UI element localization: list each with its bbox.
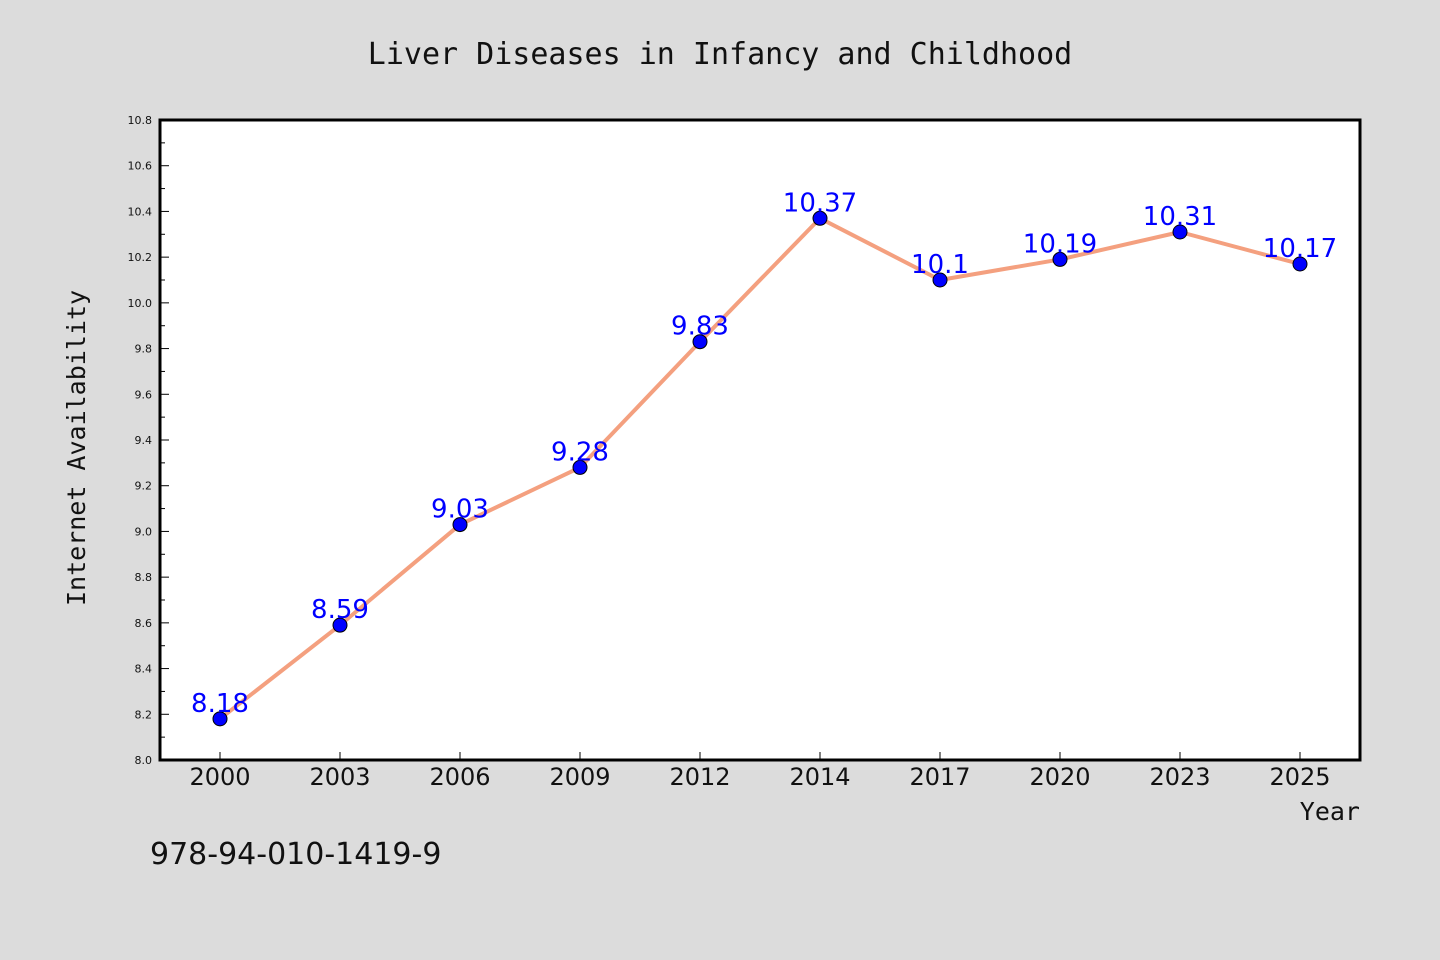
y-tick-label: 10.2 (128, 251, 153, 264)
data-label: 8.59 (311, 595, 369, 625)
y-tick-label: 8.0 (135, 754, 153, 767)
data-label-layer: 8.18 8.59 9.03 9.28 9.83 10.37 10.1 10.19 10.31 1… (191, 188, 1337, 719)
y-tick-label: 8.6 (135, 617, 153, 630)
y-tick-label: 9.6 (135, 388, 153, 401)
plot-area (158, 118, 1362, 762)
y-tick-label: 9.0 (135, 525, 153, 538)
data-label: 9.03 (431, 495, 489, 525)
x-tick-label: 2000 (189, 763, 250, 791)
data-point (692, 334, 708, 350)
data-point (812, 210, 828, 226)
x-tick-label: 2017 (909, 763, 970, 791)
x-tick-label: 2020 (1029, 763, 1090, 791)
x-axis-ticks: 2000 2003 2006 2009 2012 2014 2017 2020 2023 2025 (189, 752, 1331, 791)
y-tick-label: 9.2 (135, 480, 153, 493)
data-point (1292, 256, 1308, 272)
x-tick-label: 2023 (1149, 763, 1210, 791)
data-point (452, 517, 468, 533)
x-tick-label: 2012 (669, 763, 730, 791)
y-tick-label: 10.8 (128, 114, 153, 127)
y-tick-label: 9.8 (135, 343, 153, 356)
data-point (1172, 224, 1188, 240)
series-line (218, 216, 1302, 721)
data-label: 10.17 (1263, 234, 1337, 264)
y-tick-label: 10.6 (128, 160, 153, 173)
data-label: 9.83 (671, 312, 729, 342)
data-point (332, 617, 348, 633)
x-tick-label: 2006 (429, 763, 490, 791)
series-layer (212, 210, 1308, 727)
data-point (572, 459, 588, 475)
data-label: 10.19 (1023, 229, 1097, 259)
y-tick-label: 8.4 (135, 663, 153, 676)
y-tick-label: 10.0 (128, 297, 153, 310)
x-tick-label: 2009 (549, 763, 610, 791)
data-point (212, 711, 228, 727)
data-label: 10.31 (1143, 202, 1217, 232)
chart-title: Liver Diseases in Infancy and Childhood (368, 37, 1072, 72)
isbn-text: 978-94-010-1419-9 (150, 837, 441, 872)
data-label: 8.18 (191, 689, 249, 719)
y-tick-label: 9.4 (135, 434, 153, 447)
x-tick-label: 2014 (789, 763, 850, 791)
data-point (1052, 251, 1068, 267)
data-label: 9.28 (551, 437, 609, 467)
y-tick-label: 8.2 (135, 708, 153, 721)
y-axis-ticks: 8.0 8.2 8.4 8.6 8.8 9.0 9.2 9.4 9.6 9.8 10.0 10.2 10… (128, 114, 169, 767)
data-point (932, 272, 948, 288)
y-tick-label: 10.4 (128, 205, 153, 218)
y-tick-label: 8.8 (135, 571, 153, 584)
data-label: 10.37 (783, 188, 857, 218)
x-tick-label: 2025 (1269, 763, 1330, 791)
y-axis-label: Internet Availability (62, 290, 91, 606)
data-label: 10.1 (911, 250, 969, 280)
x-axis-label: Year (1300, 797, 1360, 826)
x-tick-label: 2003 (309, 763, 370, 791)
